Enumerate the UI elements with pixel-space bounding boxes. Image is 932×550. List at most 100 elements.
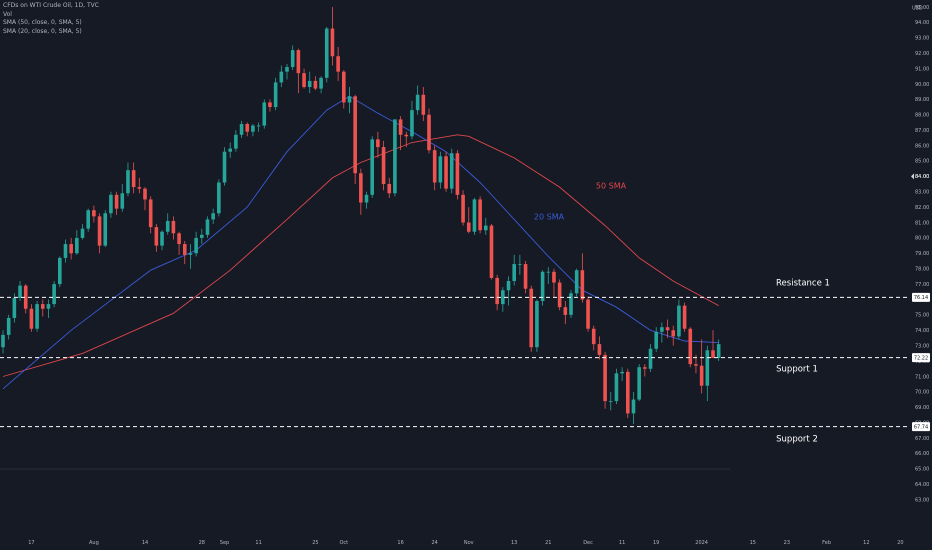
candle [143,187,147,211]
candle-body [239,123,244,135]
candle [557,279,562,311]
candle-body [211,213,215,220]
candle-body [540,271,545,302]
candle [501,287,505,312]
y-tick-label: 86.00 [915,143,929,149]
current-price-label: 84.00 [915,174,929,180]
candle-body [228,148,232,152]
candle [671,325,676,346]
candle [86,208,90,232]
candle-body [404,134,409,137]
candle [660,322,664,343]
candle-body [342,71,346,103]
y-tick-label: 88.00 [915,113,929,119]
candle [489,224,494,280]
candle [40,299,45,317]
candle [376,131,380,158]
candle-body [114,194,119,209]
candle-body [603,354,607,402]
candle [620,367,624,382]
candle [432,145,437,191]
candle-body [18,285,22,298]
candle-body [552,271,556,283]
candle-body [75,237,79,254]
candle-body [466,222,471,232]
candle-body [171,220,176,234]
candle [92,205,96,223]
candle [279,65,284,88]
candle [569,290,573,318]
candle-body [103,213,108,246]
y-tick-label: 91.00 [915,66,929,72]
candle-body [109,194,113,214]
x-tick-label: 28 [199,540,205,546]
volume-label: Vol [3,10,12,18]
candle-body [591,328,596,345]
candle-body [279,71,284,83]
candle-body [421,94,426,115]
candle [205,216,210,238]
x-tick-label: Oct [339,540,348,546]
candle [637,364,641,402]
chart-labels: Resistance 1 76.14 Support 1 72.22 Support 2… [534,173,930,445]
candle [421,87,426,121]
candle-body [137,187,142,189]
candle-body [484,225,488,231]
candle-body [472,199,477,232]
candle [415,85,420,115]
candle [614,368,619,405]
candle-body [307,80,312,88]
y-tick-label: 67.00 [915,436,929,442]
y-tick-label: 85.00 [915,159,929,165]
candle [302,68,306,89]
candle-body [131,170,136,188]
candle-body [449,153,454,189]
candle-body [631,399,636,414]
candle-body [506,281,511,291]
candle [160,230,164,251]
sma50-line [2,134,719,377]
candle-body [6,317,11,335]
x-tick-label: 2024 [695,540,708,546]
candle [716,339,721,362]
candle-body [302,73,306,88]
x-tick-label: 19 [653,540,659,546]
x-tick-label: Aug [89,540,99,546]
y-tick-label: 82.00 [915,205,929,211]
candle [256,122,261,132]
y-tick-label: 75.00 [915,313,929,319]
candle-body [290,50,295,68]
sma50-label: 50 SMA [596,182,627,191]
candle [466,207,471,234]
x-tick-label: 14 [142,540,148,546]
y-tick-label: 74.00 [915,328,929,334]
x-tick-label: 25 [312,540,318,546]
candle [393,119,397,197]
candle [18,281,22,302]
candle [381,140,386,191]
candle [1,330,5,354]
candle-body [381,147,386,185]
candle [23,284,28,314]
candle [404,131,409,148]
price-tag [912,353,930,363]
candle-body [200,234,204,238]
level-annotation: Support 2 [776,435,818,445]
candle [342,70,346,109]
candle [126,162,130,197]
candle [35,301,39,332]
candle [603,351,607,409]
candle-body [285,67,289,72]
candle-body [626,371,630,414]
candle [6,314,11,340]
candle-body [660,327,664,332]
candle [194,231,198,257]
candle-body [1,334,5,348]
candle [268,99,272,112]
candle [97,213,102,254]
candle [75,230,79,255]
candle [290,45,295,71]
candle [46,299,51,318]
candles [1,7,721,425]
